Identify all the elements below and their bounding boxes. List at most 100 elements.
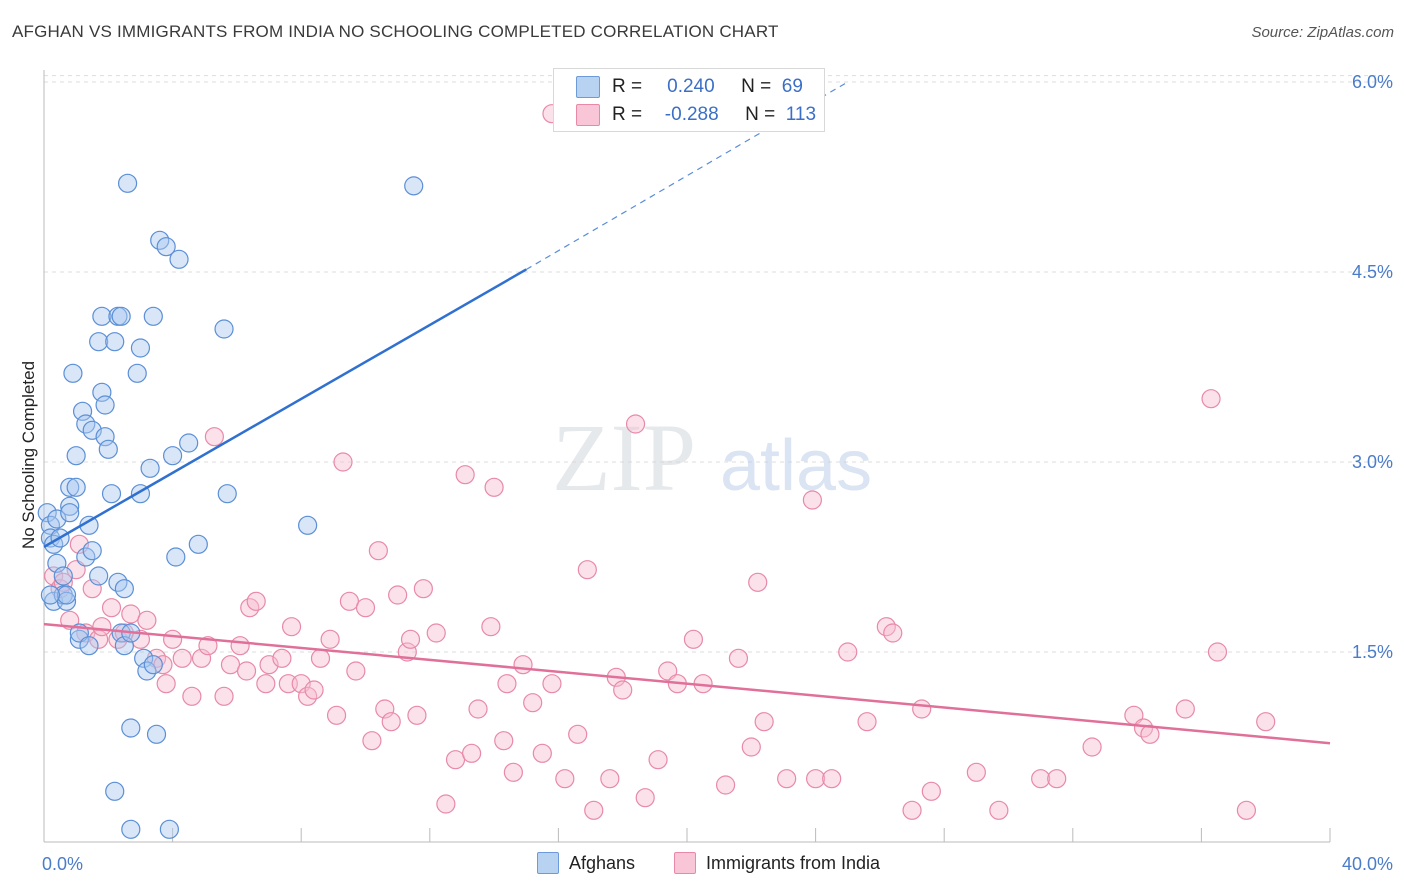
- india-point: [902, 800, 922, 820]
- india-point: [461, 743, 482, 763]
- india-point: [754, 712, 774, 732]
- afghan-point: [92, 382, 112, 402]
- india-point: [236, 661, 257, 681]
- india-point: [1175, 699, 1195, 719]
- india-point: [523, 693, 543, 713]
- afghan-point: [140, 458, 160, 478]
- india-point: [426, 623, 446, 643]
- india-point: [413, 579, 433, 599]
- y-tick-label-3: 6.0%: [1352, 72, 1393, 92]
- bottom-legend-afghans: Afghans: [537, 852, 635, 874]
- india-point: [805, 769, 826, 789]
- india-point: [346, 661, 366, 681]
- afghan-point: [214, 319, 234, 339]
- afghan-point: [105, 332, 125, 352]
- bottom-legend: Afghans Immigrants from India: [0, 852, 1406, 878]
- india-swatch: [576, 104, 600, 126]
- bottom-legend-india: Immigrants from India: [674, 852, 880, 874]
- x-tick-label-min: 0.0%: [42, 854, 83, 874]
- afghan-point: [298, 515, 318, 535]
- india-point: [966, 762, 986, 782]
- india-point: [445, 750, 466, 770]
- afghan-point: [121, 718, 141, 738]
- india-n-label: N =: [745, 104, 776, 125]
- afghan-point: [53, 566, 73, 586]
- afghan-point: [92, 306, 112, 326]
- india-point: [204, 427, 224, 447]
- india-point: [455, 465, 475, 485]
- india-point: [182, 686, 202, 706]
- india-point: [1201, 389, 1221, 409]
- india-point: [355, 598, 376, 618]
- afghans-n-label: N =: [741, 76, 772, 97]
- india-point: [503, 762, 523, 782]
- afghan-point: [89, 566, 109, 586]
- india-point: [333, 452, 353, 472]
- x-tick-label-max: 40.0%: [1342, 854, 1393, 874]
- india-point: [326, 705, 347, 725]
- india-point: [281, 617, 302, 637]
- afghan-point: [404, 176, 424, 196]
- india-point: [137, 610, 157, 630]
- india-point: [1236, 800, 1257, 820]
- india-point: [635, 788, 655, 808]
- afghan-point: [72, 401, 93, 421]
- india-point: [921, 781, 941, 801]
- india-point: [82, 579, 102, 599]
- afghans-r-label: R =: [612, 76, 643, 97]
- afghan-point: [159, 819, 179, 839]
- afghan-points: [37, 173, 424, 839]
- afghan-point: [101, 484, 122, 504]
- afghan-point: [130, 338, 151, 358]
- afghan-point: [47, 553, 67, 573]
- india-point: [838, 642, 858, 662]
- india-point: [658, 661, 678, 681]
- legend-row-india: R = -0.288 N = 113: [554, 101, 816, 129]
- afghan-point: [63, 363, 83, 383]
- india-point: [381, 712, 401, 732]
- india-point: [246, 591, 266, 611]
- india-point: [600, 769, 620, 789]
- watermark-zip: ZIP: [552, 404, 696, 511]
- india-n-value: 113: [785, 104, 817, 125]
- india-point: [989, 800, 1009, 820]
- india-point: [532, 743, 552, 763]
- y-tick-label-2: 4.5%: [1352, 262, 1393, 282]
- afghan-point: [95, 427, 115, 447]
- india-point: [1256, 712, 1276, 732]
- afghan-point: [127, 363, 147, 383]
- afghan-point: [111, 306, 131, 326]
- afghans-r-value: 0.240: [667, 76, 715, 97]
- india-point: [156, 674, 176, 694]
- y-axis-label: No Schooling Completed: [19, 361, 38, 549]
- stats-legend: R = 0.240 N = 69 R = -0.288 N = 113: [553, 68, 825, 132]
- chart-title: AFGHAN VS IMMIGRANTS FROM INDIA NO SCHOO…: [12, 22, 779, 41]
- india-point: [368, 541, 388, 561]
- india-point: [648, 750, 668, 770]
- afghan-point: [217, 484, 237, 504]
- afghan-point: [179, 433, 199, 453]
- india-point: [60, 610, 80, 630]
- afghan-point: [60, 477, 80, 497]
- afghan-point: [79, 636, 99, 656]
- afghan-point: [40, 585, 61, 605]
- india-point: [44, 566, 64, 586]
- india-legend-swatch: [674, 852, 696, 874]
- afghans-legend-swatch: [537, 852, 559, 874]
- afghan-point: [66, 477, 86, 497]
- afghan-point: [117, 173, 138, 193]
- afghans-legend-label: Afghans: [569, 852, 636, 873]
- afghans-swatch: [576, 76, 600, 98]
- india-point: [625, 414, 646, 434]
- india-point: [741, 737, 761, 757]
- india-point: [256, 674, 276, 694]
- afghan-point: [166, 547, 186, 567]
- india-point: [484, 477, 504, 497]
- afghan-point: [143, 306, 163, 326]
- afghan-point: [56, 585, 77, 605]
- afghan-point: [156, 237, 176, 257]
- india-point: [857, 712, 877, 732]
- afghans-trendline: [43, 268, 527, 548]
- afghan-point: [82, 541, 102, 561]
